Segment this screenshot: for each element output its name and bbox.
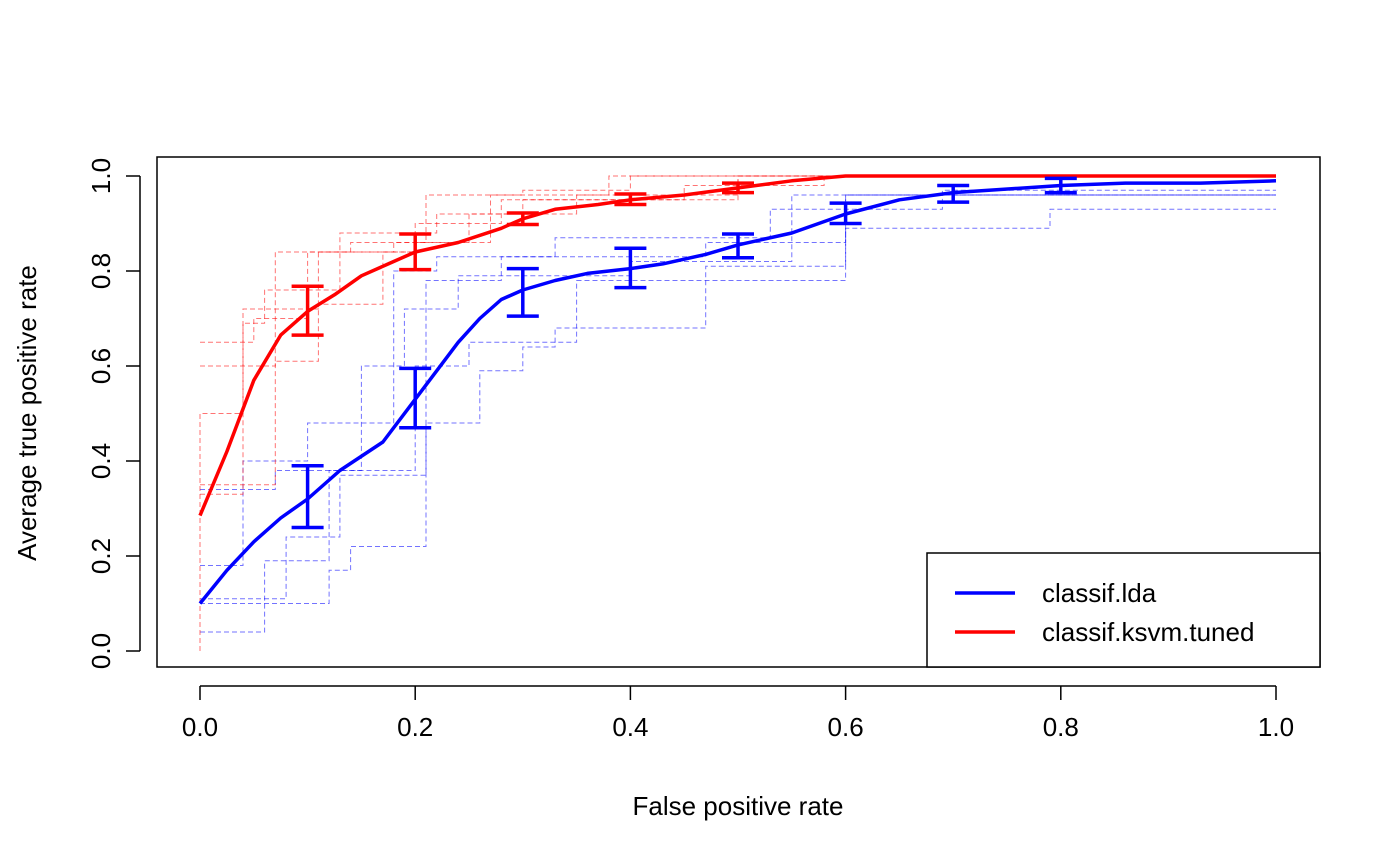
x-tick-label: 1.0 [1258, 712, 1294, 742]
series-line [198, 174, 1276, 517]
fold-curve [200, 175, 1276, 343]
y-tick-label: 0.6 [86, 348, 116, 384]
legend-box [926, 552, 1321, 668]
x-tick-label: 0.2 [397, 712, 433, 742]
error-bar [506, 266, 539, 318]
x-tick-label: 0.6 [828, 712, 864, 742]
error-bars-layer [291, 176, 1077, 530]
error-bar [829, 201, 862, 226]
series-line [198, 179, 1277, 605]
series-layer [198, 174, 1277, 605]
error-bar [291, 284, 324, 337]
error-bar [399, 366, 432, 430]
y-tick-label: 0.4 [86, 443, 116, 479]
fold-curve [200, 208, 1276, 633]
legend-label: classif.lda [1042, 578, 1157, 608]
fold-curve [200, 175, 1276, 495]
error-bar [291, 464, 324, 530]
fold-curve [200, 194, 1276, 604]
fold-curve [200, 175, 1276, 486]
error-bar [506, 211, 539, 227]
x-axis: 0.0 0.2 0.4 0.6 0.8 1.0 [182, 685, 1294, 742]
error-bar [1044, 176, 1077, 195]
error-bar [399, 232, 432, 272]
y-tick-label: 0.8 [86, 253, 116, 289]
y-axis-label: Average true positive rate [12, 265, 42, 561]
error-bar [722, 232, 754, 260]
legend: classif.lda classif.ksvm.tuned [926, 552, 1321, 668]
error-bar [722, 181, 754, 195]
x-axis-label: False positive rate [633, 791, 844, 821]
fold-curve [200, 175, 1276, 367]
y-tick-label: 0.2 [86, 538, 116, 574]
x-tick-label: 0.0 [182, 712, 218, 742]
error-bar [614, 192, 647, 207]
x-tick-label: 0.4 [612, 712, 648, 742]
y-axis: 0.0 0.2 0.4 0.6 0.8 1.0 [86, 158, 141, 669]
fold-curve [200, 194, 1276, 490]
error-bar [614, 246, 647, 290]
y-tick-label: 1.0 [86, 158, 116, 194]
fold-curve [200, 194, 1276, 600]
x-tick-label: 0.8 [1043, 712, 1079, 742]
plot-frame [156, 156, 1321, 668]
legend-label: classif.ksvm.tuned [1042, 617, 1254, 647]
error-bar [937, 183, 970, 204]
y-tick-label: 0.0 [86, 633, 116, 669]
